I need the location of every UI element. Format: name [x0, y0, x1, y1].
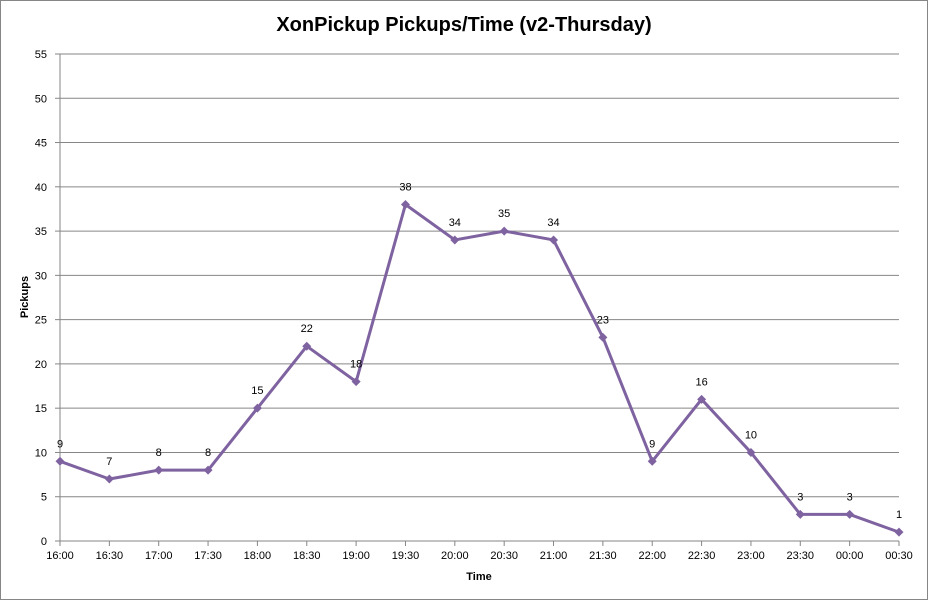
x-tick-label: 19:00 — [342, 550, 370, 562]
y-tick-labels: 0 5 10 15 20 25 30 35 40 45 50 55 — [35, 49, 47, 548]
y-tick-label: 30 — [35, 270, 47, 282]
data-point-marker — [203, 465, 213, 475]
data-label: 22 — [301, 323, 313, 335]
data-point-marker — [450, 235, 460, 245]
data-label: 7 — [106, 456, 112, 468]
data-point-marker — [845, 509, 855, 519]
data-point-marker — [400, 200, 410, 210]
data-label: 1 — [896, 509, 902, 521]
y-tick-label: 10 — [35, 447, 47, 459]
data-label: 16 — [695, 376, 707, 388]
data-label: 10 — [745, 429, 757, 441]
data-point-marker — [795, 509, 805, 519]
data-point-marker — [894, 527, 904, 537]
y-axis-title: Pickups — [19, 276, 31, 318]
x-tick-label: 17:00 — [145, 550, 173, 562]
data-label: 9 — [57, 438, 63, 450]
x-axis-title: Time — [466, 571, 491, 583]
x-tick-label: 16:00 — [46, 550, 74, 562]
y-tick-label: 50 — [35, 93, 47, 105]
y-tick-label: 25 — [35, 315, 47, 327]
data-label: 23 — [597, 314, 609, 326]
y-tick-label: 0 — [41, 536, 47, 548]
x-tick-label: 20:00 — [441, 550, 469, 562]
data-point-marker — [252, 403, 262, 413]
x-tick-label: 18:30 — [293, 550, 321, 562]
x-tick-label: 17:30 — [194, 550, 222, 562]
data-label: 18 — [350, 359, 362, 371]
data-label: 15 — [251, 385, 263, 397]
chart-title: XonPickup Pickups/Time (v2-Thursday) — [276, 14, 651, 36]
x-tick-label: 22:00 — [638, 550, 666, 562]
data-label: 3 — [847, 491, 853, 503]
series-pickups — [55, 200, 904, 537]
data-point-marker — [154, 465, 164, 475]
x-tick-label: 21:30 — [589, 550, 617, 562]
data-labels: 9 7 8 8 15 22 18 38 34 35 34 23 9 16 10 3 3 1 — [57, 182, 902, 522]
x-tick-label: 16:30 — [96, 550, 124, 562]
data-point-marker — [549, 235, 559, 245]
x-tick-label: 22:30 — [688, 550, 716, 562]
gridlines — [60, 53, 899, 498]
y-tick-label: 35 — [35, 226, 47, 238]
data-point-marker — [697, 394, 707, 404]
x-tick-label: 19:30 — [392, 550, 420, 562]
data-point-marker — [746, 447, 756, 457]
data-label: 9 — [649, 438, 655, 450]
x-tick-label: 23:00 — [737, 550, 765, 562]
y-tick-label: 15 — [35, 403, 47, 415]
y-tick-label: 5 — [41, 492, 47, 504]
x-tick-label: 00:00 — [836, 550, 864, 562]
data-point-marker — [302, 341, 312, 351]
y-tick-label: 40 — [35, 182, 47, 194]
data-label: 8 — [205, 447, 211, 459]
data-point-marker — [104, 474, 114, 484]
data-point-marker — [499, 226, 509, 236]
data-label: 34 — [449, 217, 461, 229]
x-tick-label: 18:00 — [244, 550, 272, 562]
x-tick-label: 23:30 — [787, 550, 815, 562]
y-tick-label: 20 — [35, 359, 47, 371]
data-label: 38 — [399, 182, 411, 194]
data-label: 35 — [498, 208, 510, 220]
x-tick-label: 00:30 — [885, 550, 913, 562]
data-label: 3 — [797, 491, 803, 503]
data-point-marker — [647, 456, 657, 466]
y-tick-label: 55 — [35, 49, 47, 61]
y-tick-label: 45 — [35, 138, 47, 150]
x-tick-labels: 16:00 16:30 17:00 17:30 18:00 18:30 19:00 19:30… — [46, 550, 913, 562]
data-label: 8 — [156, 447, 162, 459]
x-tick-label: 20:30 — [490, 550, 518, 562]
series-line — [59, 203, 900, 534]
data-point-marker — [55, 456, 65, 466]
data-point-marker — [351, 377, 361, 387]
data-point-marker — [598, 332, 608, 342]
data-label: 34 — [547, 217, 559, 229]
x-tick-label: 21:00 — [540, 550, 568, 562]
